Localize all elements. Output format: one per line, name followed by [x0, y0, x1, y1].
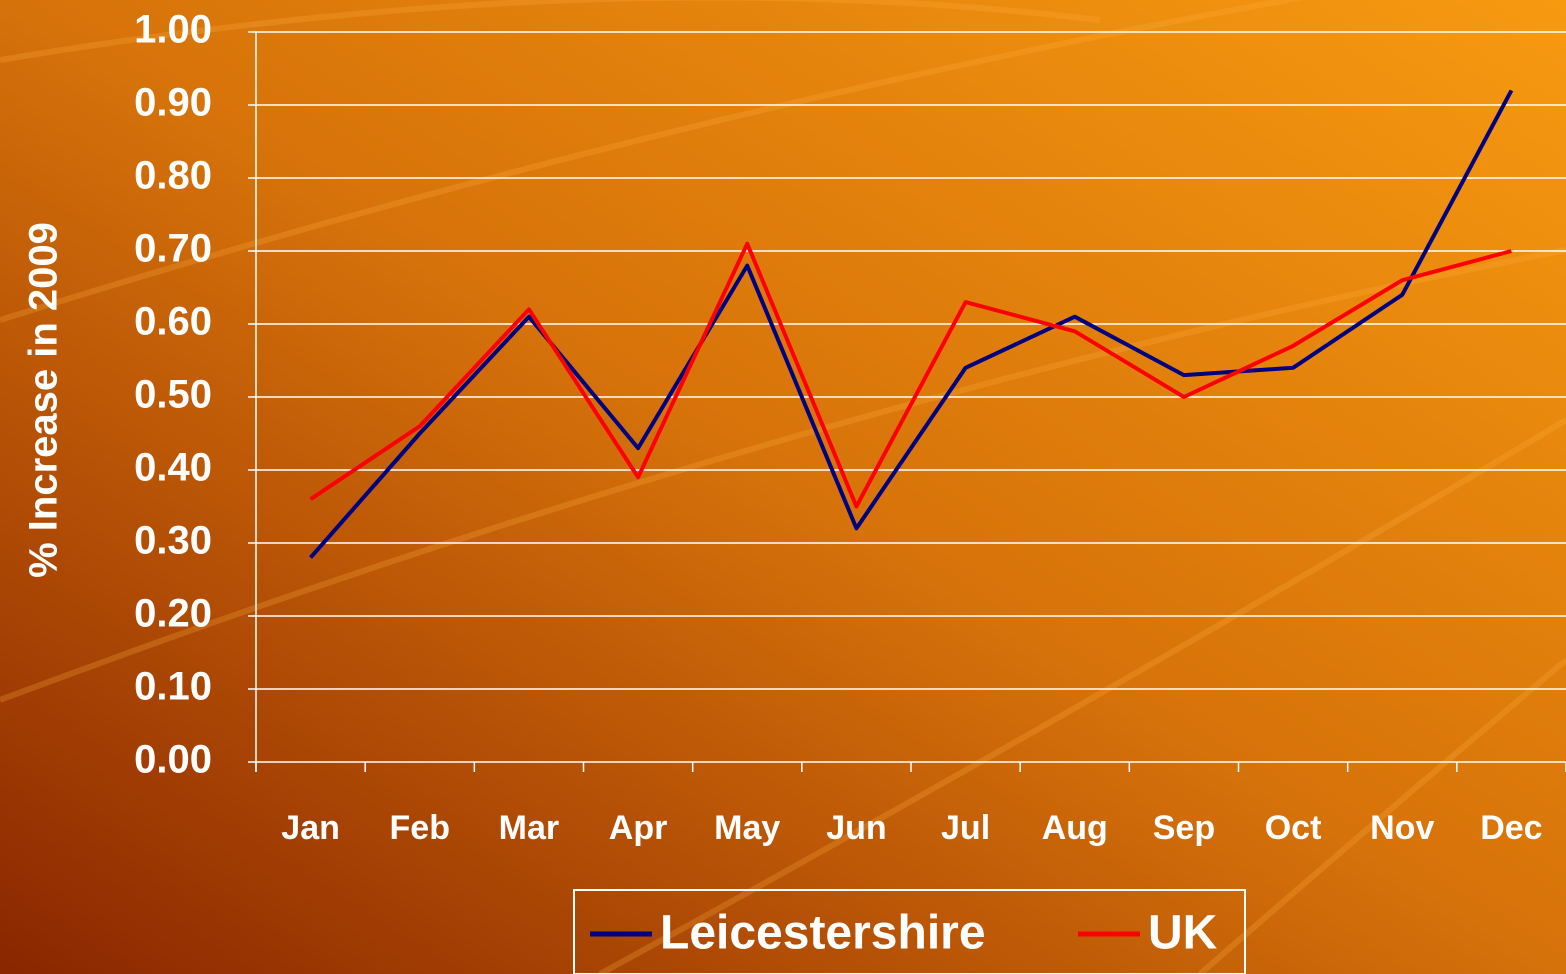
y-tick-label: 0.20 — [134, 592, 212, 636]
y-tick-label: 0.60 — [134, 300, 212, 344]
x-tick-label: Oct — [1265, 809, 1322, 847]
x-tick-label: Sep — [1153, 809, 1215, 847]
legend-label: Leicestershire — [660, 907, 986, 960]
x-tick-label: Apr — [609, 809, 668, 847]
x-tick-label: Jan — [281, 809, 340, 847]
x-tick-label: Aug — [1042, 809, 1108, 847]
x-tick-label: Dec — [1480, 809, 1542, 847]
legend-label: UK — [1148, 907, 1218, 960]
x-tick-label: Nov — [1370, 809, 1434, 847]
x-tick-label: Mar — [499, 809, 559, 847]
y-tick-label: 0.80 — [134, 154, 212, 198]
line-series — [309, 89, 1514, 559]
y-tick-label: 0.50 — [134, 373, 212, 417]
y-tick-label: 0.40 — [134, 446, 212, 490]
x-tick-label: Jul — [941, 809, 990, 847]
legend-box — [573, 889, 1246, 974]
y-tick-label: 0.70 — [134, 227, 212, 271]
y-tick-label: 0.90 — [134, 81, 212, 125]
y-tick-label: 0.30 — [134, 519, 212, 563]
y-tick-label: 1.00 — [134, 8, 212, 52]
y-tick-label: 0.10 — [134, 665, 212, 709]
x-tick-label: Feb — [390, 809, 450, 847]
line-series — [309, 241, 1512, 509]
y-axis-title: % Increase in 2009 — [22, 222, 66, 578]
x-tick-label: May — [714, 809, 780, 847]
y-tick-label: 0.00 — [134, 738, 212, 782]
x-tick-label: Jun — [826, 809, 886, 847]
legend: Leicestershire UK — [573, 889, 1246, 974]
